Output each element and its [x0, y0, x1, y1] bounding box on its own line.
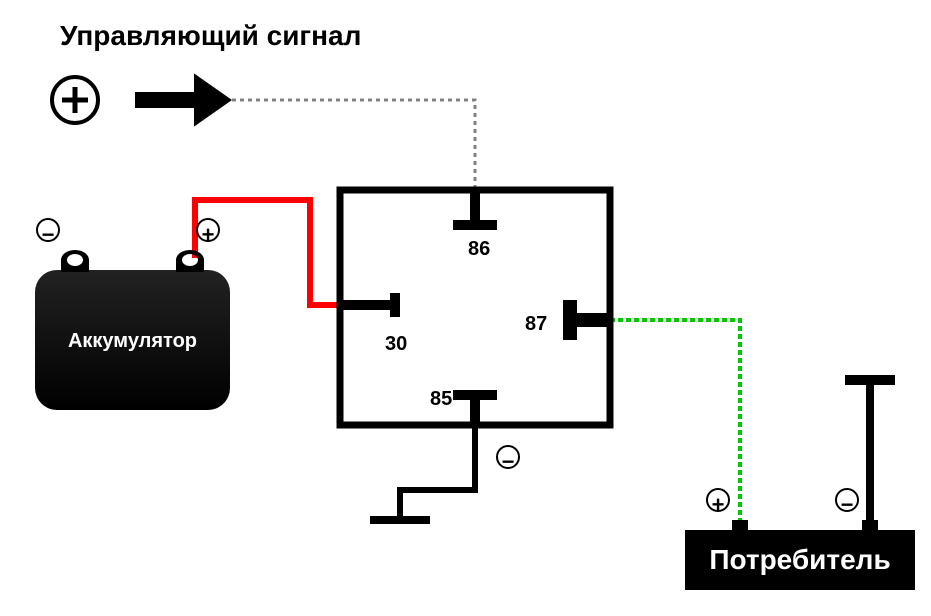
pin-86-label: 86 — [468, 238, 490, 260]
relay: 86 85 30 87 — [340, 190, 610, 425]
battery-label: Аккумулятор — [68, 330, 197, 352]
arrow-icon — [135, 73, 232, 126]
battery: Аккумулятор − + — [35, 219, 230, 410]
title: Управляющий сигнал — [60, 20, 361, 51]
battery-terminal-pos — [176, 250, 204, 272]
svg-text:−: − — [841, 492, 854, 517]
load: Потребитель + − — [685, 489, 915, 590]
svg-text:−: − — [42, 222, 55, 247]
svg-text:+: + — [712, 492, 725, 517]
pin-85-label: 85 — [430, 388, 452, 410]
svg-text:+: + — [202, 222, 215, 247]
pin-30-label: 30 — [385, 333, 407, 355]
svg-text:−: − — [502, 449, 515, 474]
relay-diagram: Управляющий сигнал Аккумулятор − + — [0, 0, 931, 616]
wire-85-to-ground — [400, 425, 475, 520]
battery-terminal-neg — [61, 250, 89, 272]
control-plus-icon — [52, 77, 98, 123]
wire-control-signal — [232, 100, 475, 190]
load-label: Потребитель — [709, 544, 890, 575]
pin-87-label: 87 — [525, 313, 547, 335]
